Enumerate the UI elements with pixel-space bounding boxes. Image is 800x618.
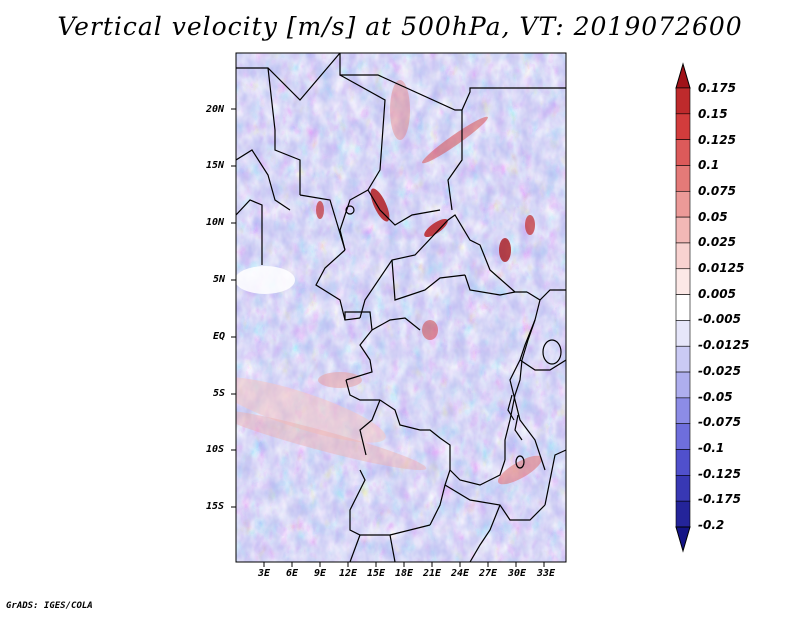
lat-label: 15S — [206, 501, 225, 512]
colorbar-swatch — [675, 165, 691, 192]
colorbar-swatch — [675, 449, 691, 476]
colorbar-swatch — [675, 113, 691, 140]
lat-label: 5S — [213, 388, 226, 399]
lat-label: 20N — [206, 104, 225, 115]
map-title: Vertical velocity [m/s] at 500hPa, VT: 2… — [57, 12, 743, 41]
colorbar-label: -0.1 — [698, 441, 725, 455]
lon-label: 12E — [339, 568, 358, 579]
colorbar-label: -0.075 — [698, 415, 741, 429]
colorbar-swatch — [675, 294, 691, 321]
colorbar-label: 0.175 — [698, 81, 736, 95]
field-features — [236, 80, 543, 485]
colorbar-swatch — [675, 62, 691, 89]
colorbar-label: -0.125 — [698, 467, 741, 481]
colorbar-label: -0.0125 — [698, 338, 750, 352]
lon-label: 6E — [286, 568, 299, 579]
colorbar-swatch — [675, 371, 691, 399]
colorbar-label: -0.175 — [698, 492, 741, 506]
lon-label: 24E — [451, 568, 470, 579]
colorbar-label: 0.1 — [698, 158, 720, 172]
lon-label: 21E — [423, 568, 442, 579]
colorbar-label: -0.2 — [698, 518, 725, 532]
lat-label: 5N — [213, 274, 226, 285]
lat-label: 10N — [206, 217, 225, 228]
colorbar-swatch — [675, 216, 691, 244]
lon-label: 15E — [367, 568, 386, 579]
colorbar-swatch — [675, 190, 691, 218]
colorbar-label: 0.125 — [698, 133, 736, 147]
colorbar — [675, 62, 691, 553]
colorbar-swatch — [675, 423, 691, 450]
axis-ticks — [231, 108, 545, 567]
lon-label: 33E — [537, 568, 556, 579]
lon-label: 3E — [258, 568, 271, 579]
colorbar-swatch — [675, 268, 691, 295]
colorbar-swatch — [675, 500, 691, 528]
lat-label: 15N — [206, 160, 225, 171]
colorbar-swatch — [675, 242, 691, 270]
lon-label: 9E — [314, 568, 327, 579]
colorbar-label: 0.025 — [698, 235, 736, 249]
colorbar-label: 0.005 — [698, 287, 736, 301]
lon-label: 30E — [508, 568, 527, 579]
map-frame — [235, 52, 567, 563]
colorbar-swatch — [675, 87, 691, 115]
footer-credit: GrADS: IGES/COLA — [6, 601, 93, 611]
country-boundaries — [236, 53, 566, 562]
colorbar-label: -0.005 — [698, 312, 741, 326]
lat-label: 10S — [206, 444, 225, 455]
colorbar-swatch — [675, 475, 691, 502]
colorbar-swatch — [675, 139, 691, 166]
lon-label: 27E — [479, 568, 498, 579]
colorbar-label: -0.05 — [698, 390, 733, 404]
colorbar-label: 0.075 — [698, 184, 736, 198]
colorbar-label: 0.15 — [698, 107, 728, 121]
colorbar-label: -0.025 — [698, 364, 741, 378]
colorbar-label: 0.05 — [698, 210, 728, 224]
colorbar-label: 0.0125 — [698, 261, 745, 275]
lat-label: EQ — [213, 331, 226, 342]
lon-label: 18E — [395, 568, 414, 579]
colorbar-swatch — [675, 397, 691, 425]
colorbar-swatch — [675, 526, 691, 553]
colorbar-swatch — [675, 345, 691, 373]
colorbar-swatch — [675, 320, 691, 347]
